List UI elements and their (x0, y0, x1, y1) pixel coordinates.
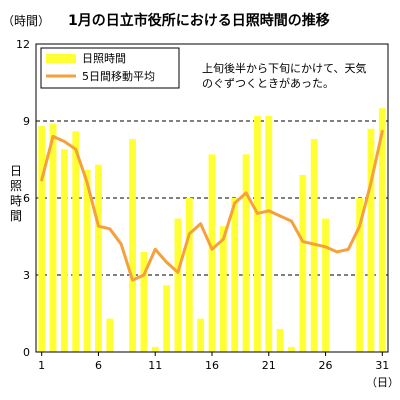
bar-day-11 (151, 346, 159, 352)
bar-day-9 (129, 138, 136, 352)
bar-day-5 (83, 169, 91, 352)
y-unit-label: （時間） (2, 14, 50, 28)
x-axis-ticks: 1 6 11 16 21 26 31 (38, 352, 389, 372)
bar-day-4 (72, 131, 80, 352)
y-tick-label: 0 (23, 346, 30, 359)
bar-day-17 (219, 226, 227, 352)
bar-day-3 (60, 149, 68, 352)
bar-day-30 (367, 128, 375, 352)
x-tick-label: 21 (262, 359, 276, 372)
bar-day-19 (242, 154, 250, 352)
bar-day-1 (38, 126, 46, 352)
y-tick-label: 6 (23, 192, 30, 205)
bar-day-20 (254, 115, 261, 352)
bar-day-31 (378, 108, 386, 353)
bar-day-12 (163, 285, 170, 352)
bar-day-26 (322, 218, 329, 352)
bar-day-24 (299, 174, 307, 352)
y-tick-label: 12 (16, 38, 30, 51)
annotation-line-1: 上旬後半から下旬にかけて、天気 (202, 61, 366, 75)
x-tick-label: 1 (38, 359, 45, 372)
legend-line-label: 5日間移動平均 (82, 69, 155, 83)
y-axis-ticks: 0 3 6 9 12 (16, 38, 30, 359)
bar-series (38, 108, 386, 353)
bar-day-22 (276, 328, 284, 352)
y-tick-label: 3 (23, 269, 30, 282)
bar-day-13 (174, 218, 182, 352)
chart-title: 1月の日立市役所における日照時間の推移 (68, 12, 330, 29)
x-tick-label: 16 (205, 359, 219, 372)
bar-day-16 (208, 154, 216, 352)
y-tick-label: 9 (23, 115, 30, 128)
x-tick-label: 31 (375, 359, 389, 372)
moving-average-series (40, 129, 384, 282)
x-tick-label: 26 (319, 359, 333, 372)
legend-bar-swatch (46, 54, 76, 63)
moving-average-line (40, 129, 384, 282)
x-tick-label: 6 (95, 359, 102, 372)
annotation-line-2: のぐずつくときがあった。 (202, 76, 334, 90)
x-tick-label: 11 (148, 359, 162, 372)
bar-day-6 (95, 164, 102, 352)
bar-day-10 (140, 251, 148, 352)
bar-day-29 (356, 198, 364, 352)
y-axis-label: 日照時間 (10, 164, 22, 223)
bar-day-21 (265, 115, 273, 352)
bar-day-23 (288, 346, 295, 352)
bar-day-15 (197, 318, 205, 352)
bar-day-7 (106, 318, 114, 352)
x-unit-label: （日） (366, 376, 399, 389)
legend-bar-label: 日照時間 (82, 52, 126, 65)
bar-day-18 (231, 198, 239, 352)
bar-day-2 (49, 123, 57, 352)
legend: 日照時間 5日間移動平均 (40, 47, 180, 89)
bar-day-14 (185, 198, 193, 352)
